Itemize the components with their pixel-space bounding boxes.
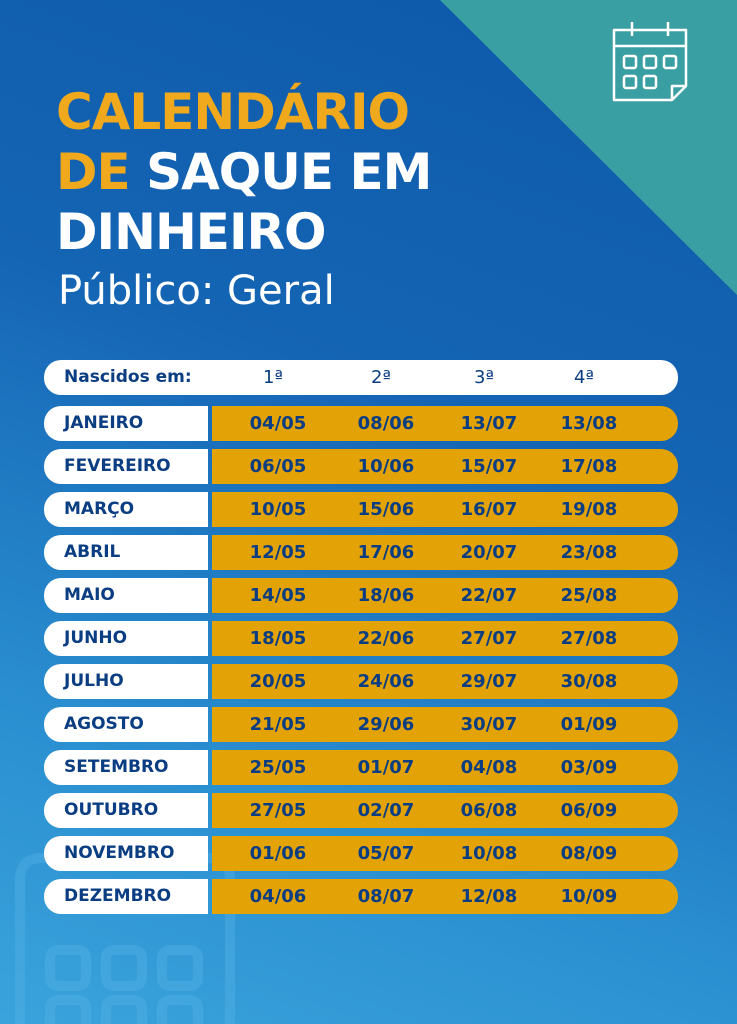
month-label: ABRIL: [44, 535, 208, 570]
month-label: FEVEREIRO: [44, 449, 208, 484]
dates-band: 06/05 10/06 15/07 17/08: [212, 449, 678, 484]
date-cell: 06/05: [249, 456, 307, 477]
header-col-1: 1ª: [263, 367, 283, 388]
date-cell: 01/06: [249, 843, 307, 864]
date-cell: 10/06: [357, 456, 415, 477]
date-cell: 10/09: [560, 886, 618, 907]
dates-band: 27/05 02/07 06/08 06/09: [212, 793, 678, 828]
date-cell: 13/08: [560, 413, 618, 434]
date-cell: 08/09: [560, 843, 618, 864]
table-row: FEVEREIRO 06/05 10/06 15/07 17/08: [44, 449, 678, 484]
table-header: Nascidos em: 1ª 2ª 3ª 4ª: [44, 360, 678, 395]
date-cell: 21/05: [249, 714, 307, 735]
month-label: MAIO: [44, 578, 208, 613]
table-row: DEZEMBRO 04/06 08/07 12/08 10/09: [44, 879, 678, 914]
month-label: JULHO: [44, 664, 208, 699]
date-cell: 12/05: [249, 542, 307, 563]
subtitle: Público: Geral: [58, 268, 335, 314]
month-label: NOVEMBRO: [44, 836, 208, 871]
header-col-3: 3ª: [474, 367, 494, 388]
month-label: OUTUBRO: [44, 793, 208, 828]
header-col-2: 2ª: [371, 367, 391, 388]
date-cell: 22/06: [357, 628, 415, 649]
date-cell: 23/08: [560, 542, 618, 563]
date-cell: 06/08: [460, 800, 518, 821]
date-cell: 04/06: [249, 886, 307, 907]
table-row: MARÇO 10/05 15/06 16/07 19/08: [44, 492, 678, 527]
month-label: AGOSTO: [44, 707, 208, 742]
date-cell: 03/09: [560, 757, 618, 778]
date-cell: 08/06: [357, 413, 415, 434]
title-line-3: DINHEIRO: [56, 203, 327, 261]
date-cell: 04/05: [249, 413, 307, 434]
dates-band: 04/05 08/06 13/07 13/08: [212, 406, 678, 441]
table-row: JULHO 20/05 24/06 29/07 30/08: [44, 664, 678, 699]
date-cell: 29/07: [460, 671, 518, 692]
date-cell: 25/05: [249, 757, 307, 778]
dates-band: 18/05 22/06 27/07 27/08: [212, 621, 678, 656]
date-cell: 18/06: [357, 585, 415, 606]
dates-band: 12/05 17/06 20/07 23/08: [212, 535, 678, 570]
date-cell: 29/06: [357, 714, 415, 735]
table-row: SETEMBRO 25/05 01/07 04/08 03/09: [44, 750, 678, 785]
dates-band: 04/06 08/07 12/08 10/09: [212, 879, 678, 914]
table-body: JANEIRO 04/05 08/06 13/07 13/08 FEVEREIRO 06/0…: [44, 406, 678, 922]
date-cell: 15/07: [460, 456, 518, 477]
date-cell: 27/07: [460, 628, 518, 649]
date-cell: 30/07: [460, 714, 518, 735]
date-cell: 10/05: [249, 499, 307, 520]
date-cell: 19/08: [560, 499, 618, 520]
header-label: Nascidos em:: [64, 367, 192, 387]
calendar-icon: [612, 22, 688, 102]
date-cell: 27/05: [249, 800, 307, 821]
table-row: JANEIRO 04/05 08/06 13/07 13/08: [44, 406, 678, 441]
table-row: OUTUBRO 27/05 02/07 06/08 06/09: [44, 793, 678, 828]
dates-band: 20/05 24/06 29/07 30/08: [212, 664, 678, 699]
date-cell: 18/05: [249, 628, 307, 649]
date-cell: 02/07: [357, 800, 415, 821]
date-cell: 01/07: [357, 757, 415, 778]
date-cell: 10/08: [460, 843, 518, 864]
date-cell: 04/08: [460, 757, 518, 778]
table-row: ABRIL 12/05 17/06 20/07 23/08: [44, 535, 678, 570]
date-cell: 25/08: [560, 585, 618, 606]
date-cell: 16/07: [460, 499, 518, 520]
table-row: AGOSTO 21/05 29/06 30/07 01/09: [44, 707, 678, 742]
header-col-4: 4ª: [574, 367, 594, 388]
date-cell: 27/08: [560, 628, 618, 649]
date-cell: 08/07: [357, 886, 415, 907]
date-cell: 01/09: [560, 714, 618, 735]
date-cell: 20/05: [249, 671, 307, 692]
month-label: MARÇO: [44, 492, 208, 527]
table-row: MAIO 14/05 18/06 22/07 25/08: [44, 578, 678, 613]
date-cell: 20/07: [460, 542, 518, 563]
table-row: NOVEMBRO 01/06 05/07 10/08 08/09: [44, 836, 678, 871]
date-cell: 30/08: [560, 671, 618, 692]
date-cell: 17/06: [357, 542, 415, 563]
date-cell: 17/08: [560, 456, 618, 477]
date-cell: 13/07: [460, 413, 518, 434]
month-label: JUNHO: [44, 621, 208, 656]
title-line-1: CALENDÁRIO: [56, 83, 410, 141]
month-label: DEZEMBRO: [44, 879, 208, 914]
dates-band: 01/06 05/07 10/08 08/09: [212, 836, 678, 871]
date-cell: 15/06: [357, 499, 415, 520]
dates-band: 10/05 15/06 16/07 19/08: [212, 492, 678, 527]
date-cell: 14/05: [249, 585, 307, 606]
title-line-2-white: SAQUE EM: [146, 143, 432, 201]
month-label: SETEMBRO: [44, 750, 208, 785]
date-cell: 24/06: [357, 671, 415, 692]
dates-band: 21/05 29/06 30/07 01/09: [212, 707, 678, 742]
date-cell: 22/07: [460, 585, 518, 606]
title-line-2-gold: DE: [56, 143, 131, 201]
date-cell: 12/08: [460, 886, 518, 907]
date-cell: 06/09: [560, 800, 618, 821]
month-label: JANEIRO: [44, 406, 208, 441]
dates-band: 25/05 01/07 04/08 03/09: [212, 750, 678, 785]
table-row: JUNHO 18/05 22/06 27/07 27/08: [44, 621, 678, 656]
dates-band: 14/05 18/06 22/07 25/08: [212, 578, 678, 613]
page-title: CALENDÁRIO DE SAQUE EM DINHEIRO: [56, 82, 432, 262]
date-cell: 05/07: [357, 843, 415, 864]
